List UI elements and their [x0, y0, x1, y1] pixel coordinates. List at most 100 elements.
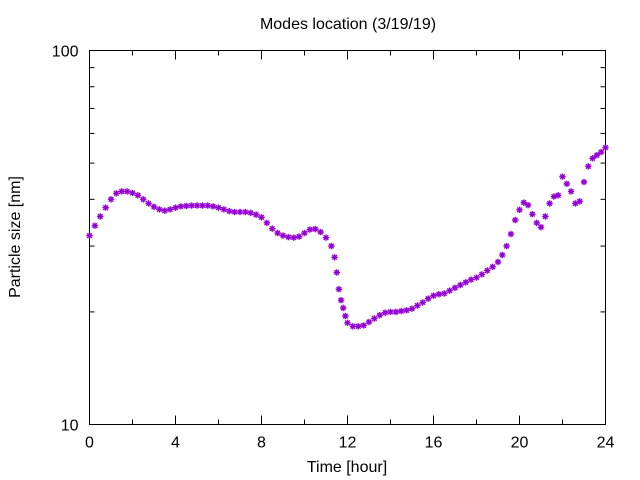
- data-point: [589, 155, 596, 162]
- data-point: [123, 188, 131, 195]
- data-point: [365, 318, 373, 326]
- data-point: [322, 234, 330, 241]
- data-point: [107, 196, 115, 203]
- data-point: [507, 230, 515, 238]
- data-point: [204, 202, 211, 209]
- data-point: [533, 219, 540, 227]
- data-point: [337, 296, 345, 304]
- data-point: [242, 208, 249, 216]
- data-point: [209, 203, 217, 210]
- data-point: [585, 163, 592, 170]
- data-point: [166, 206, 174, 213]
- x-tick-label: 12: [339, 435, 357, 452]
- data-point: [598, 148, 605, 156]
- data-point: [503, 242, 510, 250]
- data-point: [342, 312, 349, 320]
- data-point: [441, 290, 448, 297]
- data-point: [226, 207, 233, 215]
- data-point: [102, 204, 109, 211]
- data-point: [295, 233, 303, 240]
- data-point: [524, 201, 532, 209]
- data-point: [269, 225, 276, 232]
- data-point: [580, 178, 588, 186]
- data-point: [258, 214, 265, 221]
- data-point: [236, 208, 244, 216]
- plot-frame: [89, 50, 606, 425]
- data-point: [494, 258, 502, 266]
- data-point: [520, 199, 527, 206]
- data-point: [328, 242, 335, 250]
- x-tick-label: 8: [257, 435, 266, 452]
- data-point: [376, 311, 383, 319]
- data-point: [512, 216, 519, 224]
- data-point: [424, 295, 432, 302]
- data-point: [593, 151, 601, 159]
- y-axis-label: Particle size [nm]: [7, 176, 24, 298]
- data-point: [349, 323, 357, 330]
- data-point: [333, 269, 340, 276]
- data-point: [462, 279, 469, 286]
- data-point: [602, 144, 609, 151]
- data-point: [516, 206, 523, 214]
- data-point: [156, 206, 163, 213]
- data-point: [215, 204, 222, 211]
- data-point: [312, 225, 319, 233]
- data-point: [478, 271, 486, 278]
- data-point: [231, 208, 238, 216]
- data-point: [537, 223, 545, 231]
- data-point: [220, 206, 228, 213]
- x-tick-label: 4: [171, 435, 180, 452]
- data-point: [392, 308, 400, 316]
- data-point: [340, 304, 347, 312]
- data-points: [86, 144, 609, 330]
- data-point: [457, 281, 464, 289]
- data-point: [274, 229, 281, 237]
- data-point: [279, 232, 287, 239]
- data-point: [467, 276, 475, 283]
- data-point: [290, 234, 297, 241]
- data-point: [567, 188, 575, 195]
- x-tick-label: 24: [597, 435, 615, 452]
- data-point: [473, 274, 480, 281]
- data-point: [430, 292, 437, 299]
- data-point: [285, 233, 292, 241]
- data-point: [172, 204, 179, 211]
- data-point: [484, 267, 491, 274]
- data-point: [97, 213, 104, 220]
- data-point: [177, 203, 185, 210]
- data-point: [335, 286, 343, 293]
- data-point: [398, 307, 405, 315]
- data-point: [113, 190, 120, 197]
- data-point: [546, 200, 553, 207]
- data-point: [183, 202, 190, 210]
- data-point: [576, 198, 583, 205]
- x-axis-label: Time [hour]: [307, 459, 387, 476]
- data-point: [134, 192, 142, 199]
- data-point: [188, 202, 195, 209]
- data-point: [419, 299, 426, 306]
- axis-ticks: [89, 50, 606, 425]
- data-point: [306, 226, 314, 233]
- data-point: [317, 228, 324, 236]
- data-point: [414, 302, 421, 309]
- data-point: [252, 211, 260, 218]
- chart-title: Modes location (3/19/19): [260, 16, 436, 33]
- data-point: [161, 207, 168, 214]
- data-point: [129, 189, 136, 197]
- data-point: [408, 305, 416, 312]
- y-tick-label: 100: [52, 44, 79, 61]
- data-point: [555, 192, 562, 199]
- data-point: [435, 291, 443, 298]
- data-point: [563, 180, 570, 188]
- data-point: [247, 209, 254, 217]
- data-point: [446, 287, 453, 294]
- data-point: [387, 308, 394, 316]
- x-tick-label: 0: [85, 435, 94, 452]
- data-point: [86, 232, 93, 239]
- data-point: [344, 319, 351, 327]
- data-point: [199, 202, 206, 209]
- y-tick-labels: 10 100: [52, 44, 79, 435]
- data-point: [301, 229, 308, 237]
- data-point: [529, 211, 536, 218]
